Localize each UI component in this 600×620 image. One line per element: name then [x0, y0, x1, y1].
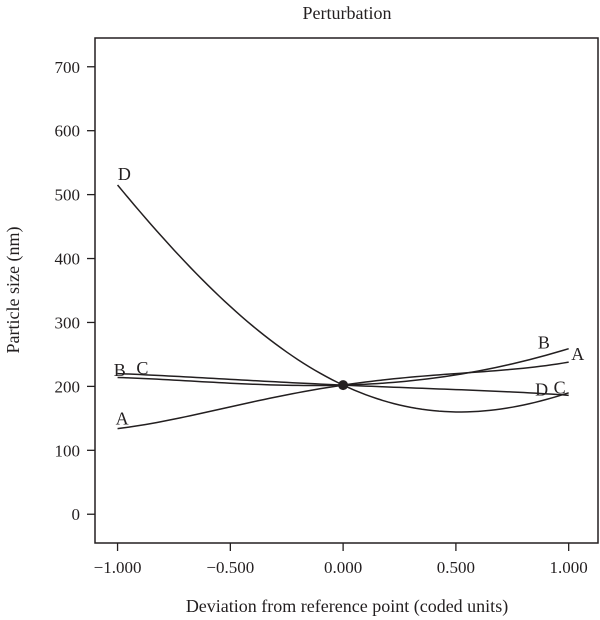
- curve-label: A: [116, 408, 129, 428]
- y-axis: 0 100 200 300 400 500 600 700: [55, 58, 95, 524]
- series-line-b: [117, 347, 569, 387]
- x-axis-title: Deviation from reference point (coded un…: [186, 596, 508, 617]
- x-tick-label: 0.500: [437, 558, 475, 577]
- curve-label: B: [538, 332, 550, 352]
- y-tick-label: 100: [55, 441, 81, 460]
- curve-label: A: [571, 344, 584, 364]
- x-axis: −1.000 −0.500 0.000 0.500 1.000: [94, 543, 588, 577]
- x-tick-label: 0.000: [324, 558, 362, 577]
- curve-label: D: [535, 380, 548, 400]
- x-tick-label: −1.000: [94, 558, 142, 577]
- series-line-d: [116, 184, 569, 413]
- curve-label: D: [118, 164, 131, 184]
- y-tick-label: 300: [55, 313, 81, 332]
- y-tick-label: 200: [55, 377, 81, 396]
- curve-label: C: [136, 358, 148, 378]
- series-layer: [116, 184, 569, 430]
- series-line-a: [117, 361, 569, 430]
- y-tick-label: 400: [55, 250, 81, 269]
- plot-frame: [94, 37, 599, 544]
- x-tick-label: 1.000: [550, 558, 588, 577]
- curve-label: B: [114, 360, 126, 380]
- y-tick-label: 500: [55, 186, 81, 205]
- y-tick-label: 0: [72, 505, 81, 524]
- curve-label: C: [554, 378, 566, 398]
- y-tick-label: 600: [55, 122, 81, 141]
- reference-point-marker: [338, 380, 349, 391]
- y-axis-title: Particle size (nm): [3, 227, 24, 354]
- y-tick-label: 700: [55, 58, 81, 77]
- x-tick-label: −0.500: [206, 558, 254, 577]
- chart-title: Perturbation: [303, 3, 392, 23]
